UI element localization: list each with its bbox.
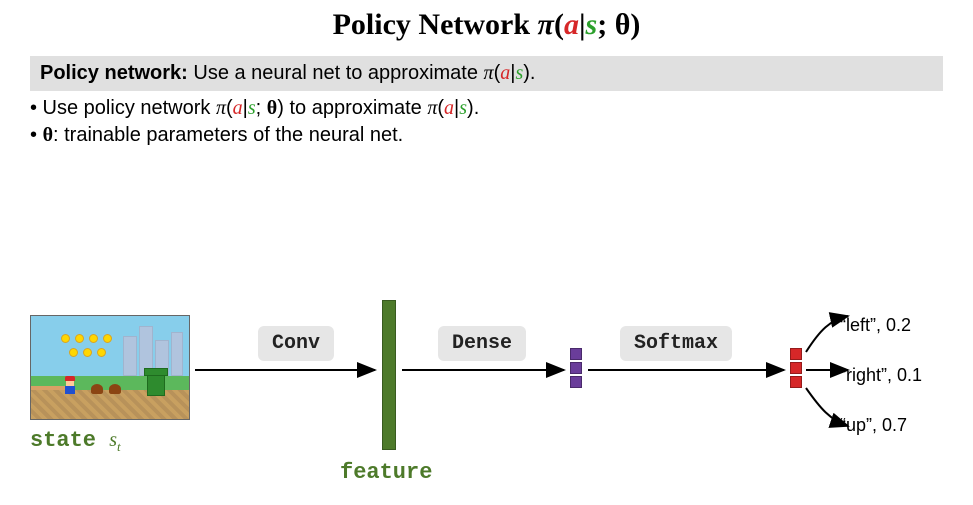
coin-icon bbox=[97, 348, 106, 357]
softmax-box: Softmax bbox=[620, 326, 732, 361]
network-diagram: state st Conv Dense Softmax feature “lef… bbox=[30, 280, 943, 490]
banner-bold: Policy network: bbox=[40, 62, 193, 84]
vector-cell bbox=[790, 376, 802, 388]
vector-cell bbox=[790, 362, 802, 374]
building-icon bbox=[171, 332, 183, 376]
title-a: a bbox=[564, 8, 579, 41]
coin-icon bbox=[61, 334, 70, 343]
b2-th: θ bbox=[43, 124, 53, 146]
b1-semi: ; bbox=[256, 97, 267, 119]
b1-s2: s bbox=[459, 97, 467, 119]
bullet-list: • Use policy network π(a|s; θ) to approx… bbox=[30, 97, 943, 147]
output-row: “up”, 0.7 bbox=[840, 400, 922, 450]
state-image bbox=[30, 315, 190, 420]
b1-th: θ bbox=[267, 97, 277, 119]
banner-a: a bbox=[500, 62, 510, 84]
output-labels: “left”, 0.2“right”, 0.1“up”, 0.7 bbox=[840, 300, 922, 450]
hidden-vector bbox=[570, 348, 582, 388]
coin-icon bbox=[103, 334, 112, 343]
b1-s1: s bbox=[248, 97, 256, 119]
page-title: Policy Network π(a|s; θ) bbox=[0, 0, 973, 42]
bullet-1: • Use policy network π(a|s; θ) to approx… bbox=[30, 97, 943, 120]
building-icon bbox=[123, 336, 137, 376]
vector-cell bbox=[790, 348, 802, 360]
title-open: ( bbox=[554, 8, 564, 41]
banner-text: Use a neural net to approximate bbox=[193, 62, 483, 84]
coin-icon bbox=[69, 348, 78, 357]
title-pi: π bbox=[538, 8, 554, 41]
title-theta: θ bbox=[615, 8, 631, 41]
state-sub: t bbox=[117, 439, 121, 454]
game-dirt bbox=[31, 390, 189, 419]
mario-icon bbox=[65, 386, 75, 394]
pipe-icon bbox=[144, 368, 168, 376]
feature-label: feature bbox=[340, 460, 432, 485]
feature-bar bbox=[382, 300, 396, 450]
b1-pi1: π bbox=[216, 97, 226, 119]
state-sym: s bbox=[109, 429, 117, 451]
b1-mid: to approximate bbox=[284, 97, 427, 119]
b2-pre: • bbox=[30, 124, 43, 146]
output-vector bbox=[790, 348, 802, 388]
b1-pre: • Use policy network bbox=[30, 97, 216, 119]
state-label: state st bbox=[30, 428, 200, 455]
title-semi: ; bbox=[597, 8, 615, 41]
vector-cell bbox=[570, 376, 582, 388]
definition-banner: Policy network: Use a neural net to appr… bbox=[30, 56, 943, 91]
vector-cell bbox=[570, 348, 582, 360]
conv-box: Conv bbox=[258, 326, 334, 361]
title-main: Policy Network bbox=[333, 8, 538, 41]
output-row: “right”, 0.1 bbox=[840, 350, 922, 400]
game-brick bbox=[31, 386, 53, 390]
title-bar: | bbox=[579, 8, 586, 41]
b1-pi2: π bbox=[427, 97, 437, 119]
coin-icon bbox=[75, 334, 84, 343]
b1-c2: ). bbox=[467, 97, 479, 119]
dense-box: Dense bbox=[438, 326, 526, 361]
b1-o1: ( bbox=[226, 97, 233, 119]
bullet-2: • θ: trainable parameters of the neural … bbox=[30, 124, 943, 147]
banner-pi: π bbox=[484, 62, 494, 84]
title-s: s bbox=[586, 8, 598, 41]
vector-cell bbox=[570, 362, 582, 374]
banner-close: ). bbox=[523, 62, 535, 84]
goomba-icon bbox=[109, 384, 121, 394]
b2-post: : trainable parameters of the neural net… bbox=[53, 124, 403, 146]
title-close: ) bbox=[630, 8, 640, 41]
b1-a1: a bbox=[233, 97, 243, 119]
goomba-icon bbox=[91, 384, 103, 394]
output-row: “left”, 0.2 bbox=[840, 300, 922, 350]
b1-c1: ) bbox=[277, 97, 284, 119]
coin-icon bbox=[89, 334, 98, 343]
state-word: state bbox=[30, 428, 96, 453]
coin-icon bbox=[83, 348, 92, 357]
b1-a2: a bbox=[444, 97, 454, 119]
